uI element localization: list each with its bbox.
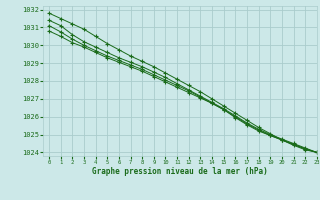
X-axis label: Graphe pression niveau de la mer (hPa): Graphe pression niveau de la mer (hPa) <box>92 167 268 176</box>
